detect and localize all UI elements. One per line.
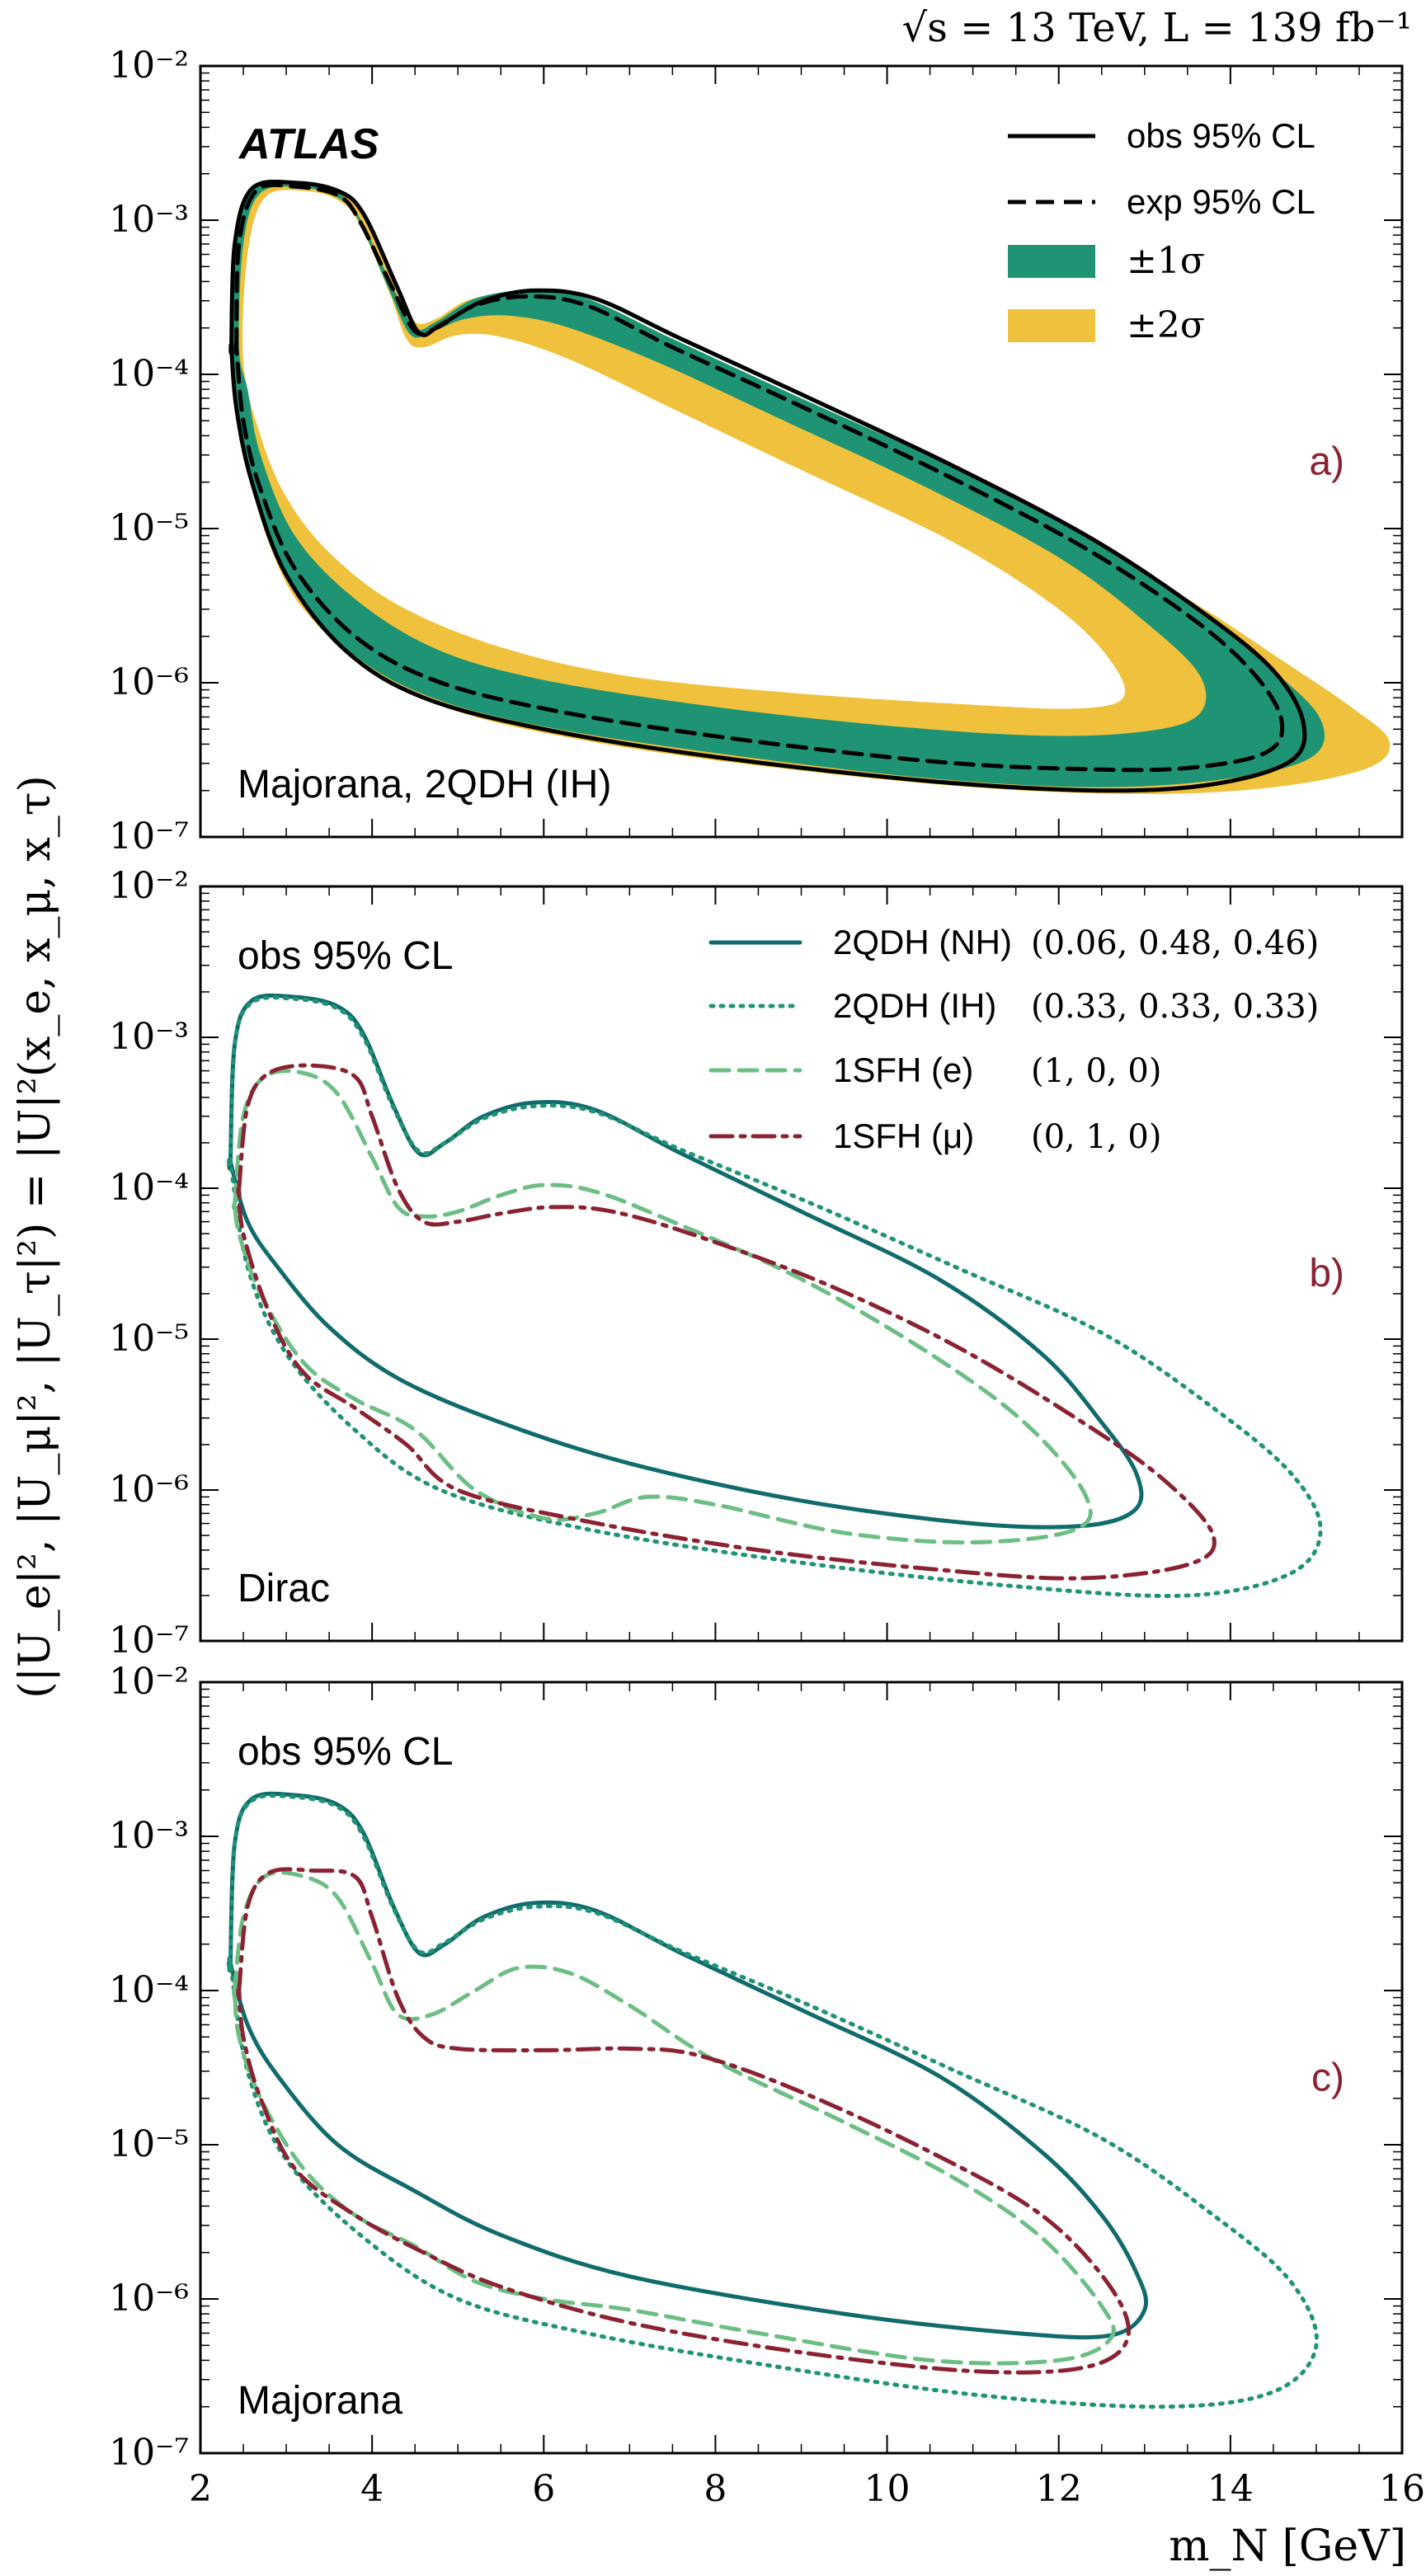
- panels: 10⁻⁷ 10⁻⁶ 10⁻⁵ 10⁻⁴ 10⁻³ 10⁻² a) Majorana, 2QDH…: [109, 45, 1425, 2510]
- legend-b: 2QDH (NH) (0.06, 0.48, 0.46) 2QDH (IH) (0.3…: [708, 923, 1319, 1156]
- legend-mu-coefficients: (0, 1, 0): [1031, 1118, 1161, 1156]
- x-tick-label: 8: [704, 2468, 727, 2510]
- 2qdh-dotted-contour: [227, 1793, 1319, 2409]
- x-tick-label: 14: [1207, 2468, 1254, 2510]
- legend-one_sigma-label: ±1σ: [1127, 240, 1205, 282]
- x-tick-label: 6: [532, 2468, 555, 2510]
- y-axis-label: (|U_e|², |U_μ|², |U_τ|²) = |U|²(x_e, x_μ…: [11, 775, 60, 1699]
- plot-area-a: [228, 179, 1391, 794]
- panel-a: 10⁻⁷ 10⁻⁶ 10⁻⁵ 10⁻⁴ 10⁻³ 10⁻² a) Majorana, 2QDH…: [109, 45, 1404, 858]
- exp-dashed-contour: [233, 182, 1285, 773]
- y-tick-label: 10⁻⁵: [109, 2123, 189, 2165]
- y-tick-label: 10⁻⁶: [109, 2278, 189, 2320]
- legend-nh-label: 2QDH (NH): [833, 923, 1012, 961]
- y-tick-label: 10⁻⁵: [109, 1318, 189, 1360]
- x-tick-label: 16: [1379, 2468, 1425, 2510]
- y-tick-label: 10⁻⁴: [109, 1167, 189, 1209]
- panel-annotation-b: Dirac: [238, 1567, 330, 1610]
- y-tick-label: 10⁻⁶: [109, 661, 189, 703]
- panel-annotation-c: Majorana: [238, 2379, 402, 2423]
- x-tick-label: 2: [189, 2468, 212, 2510]
- 1sfh-dashdot-contour: [236, 1063, 1217, 1581]
- y-tick-label: 10⁻³: [109, 1815, 189, 1857]
- panel-title-b: obs 95% CL: [238, 934, 454, 978]
- atlas-label: ATLAS: [238, 120, 379, 168]
- legend-nh-coefficients: (0.06, 0.48, 0.46): [1031, 924, 1319, 962]
- x-tick-label: 4: [360, 2468, 384, 2510]
- ticks-panel-c: 10⁻⁷ 10⁻⁶ 10⁻⁵ 10⁻⁴ 10⁻³ 10⁻² 2 4 6 8 10 12 14 16: [109, 1661, 1425, 2510]
- 2qdh-solid-contour: [227, 993, 1144, 1530]
- x-tick-label: 10: [864, 2468, 911, 2510]
- y-tick-label: 10⁻³: [109, 199, 189, 241]
- panel-c: 10⁻⁷ 10⁻⁶ 10⁻⁵ 10⁻⁴ 10⁻³ 10⁻² 2 4 6 8 10 12 14 16 c) Ma…: [109, 1661, 1425, 2510]
- 1sfh-dashdot-contour: [236, 1867, 1131, 2375]
- plot-area-c: [227, 1791, 1319, 2409]
- 2qdh-solid-contour: [227, 1791, 1149, 2340]
- legend-a: obs 95% CL exp 95% CL ±1σ ±2σ: [1008, 116, 1315, 346]
- legend-exp-label: exp 95% CL: [1127, 182, 1315, 221]
- y-tick-label: 10⁻⁷: [109, 2432, 189, 2474]
- y-tick-label: 10⁻⁶: [109, 1469, 189, 1511]
- panel-letter-a: a): [1309, 440, 1344, 484]
- legend-ih-coefficients: (0.33, 0.33, 0.33): [1031, 988, 1319, 1026]
- y-tick-label: 10⁻²: [109, 1661, 189, 1703]
- y-tick-label: 10⁻²: [109, 865, 189, 907]
- panel-letter-b: b): [1309, 1252, 1344, 1295]
- x-tick-label: 12: [1036, 2468, 1082, 2510]
- panel-b: 10⁻⁷ 10⁻⁶ 10⁻⁵ 10⁻⁴ 10⁻³ 10⁻² b) Dirac obs 95% C…: [109, 865, 1404, 1662]
- y-tick-label: 10⁻⁴: [109, 1969, 189, 2011]
- legend-two_sigma-label: ±2σ: [1127, 304, 1205, 346]
- two-sigma-band: [230, 184, 1391, 794]
- plot-area-b: [227, 993, 1323, 1598]
- y-tick-label: 10⁻³: [109, 1016, 189, 1058]
- panel-frame-b: [199, 885, 1404, 1643]
- y-tick-label: 10⁻⁷: [109, 816, 189, 858]
- panel-title-c: obs 95% CL: [238, 1730, 454, 1774]
- y-tick-label: 10⁻²: [109, 45, 189, 87]
- 1sfh-dashed-contour: [232, 1069, 1093, 1545]
- legend-two_sigma-swatch: [1008, 309, 1095, 342]
- legend-e-coefficients: (1, 0, 0): [1031, 1052, 1161, 1090]
- y-tick-label: 10⁻⁷: [109, 1619, 189, 1662]
- panel-frame-a: [199, 64, 1404, 839]
- 1sfh-dashed-contour: [232, 1870, 1116, 2366]
- y-tick-label: 10⁻⁵: [109, 507, 189, 549]
- 2qdh-dotted-contour: [227, 995, 1323, 1598]
- panel-frame-c: [199, 1681, 1404, 2455]
- legend-obs-label: obs 95% CL: [1127, 116, 1315, 155]
- legend-one_sigma-swatch: [1008, 245, 1095, 278]
- obs-solid-contour: [228, 179, 1307, 793]
- energy-lumi-label: √s = 13 TeV, L = 139 fb⁻¹: [902, 5, 1412, 51]
- legend-ih-label: 2QDH (IH): [833, 986, 996, 1025]
- legend-e-label: 1SFH (e): [833, 1051, 973, 1089]
- panel-annotation-a: Majorana, 2QDH (IH): [238, 763, 611, 806]
- panel-letter-c: c): [1311, 2057, 1344, 2100]
- one-sigma-band: [230, 182, 1325, 787]
- ticks-panel-b: 10⁻⁷ 10⁻⁶ 10⁻⁵ 10⁻⁴ 10⁻³ 10⁻²: [109, 865, 1403, 1662]
- legend-mu-label: 1SFH (μ): [833, 1116, 974, 1155]
- ticks-panel-a: 10⁻⁷ 10⁻⁶ 10⁻⁵ 10⁻⁴ 10⁻³ 10⁻²: [109, 45, 1403, 858]
- y-tick-label: 10⁻⁴: [109, 353, 189, 395]
- x-axis-label: m_N [GeV]: [1169, 2522, 1406, 2571]
